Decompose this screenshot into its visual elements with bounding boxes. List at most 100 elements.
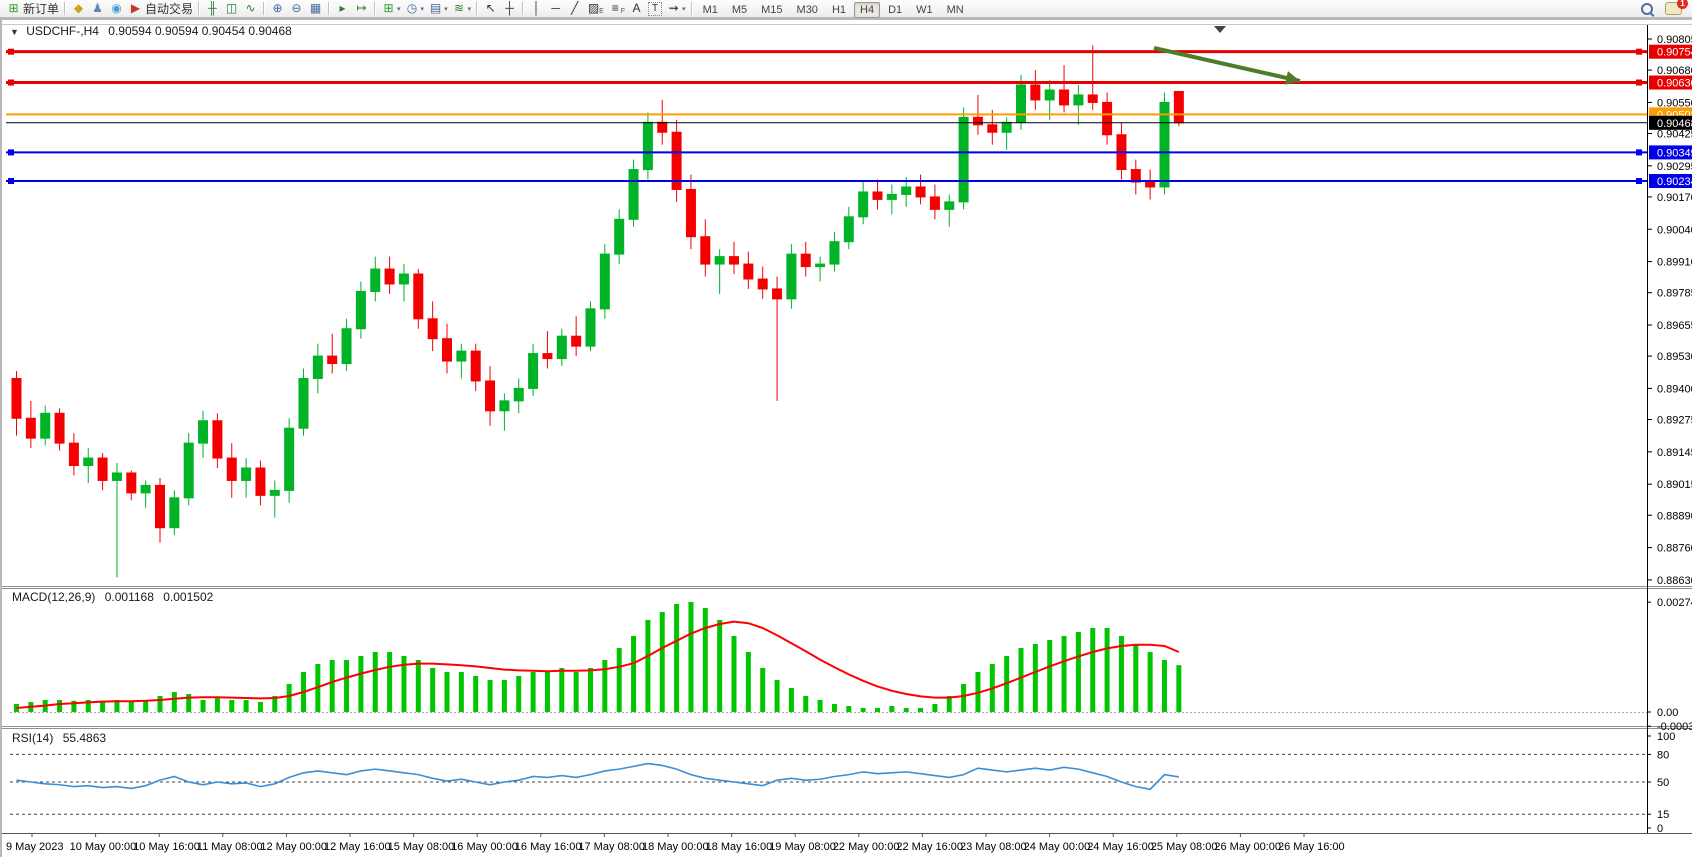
tile-windows-button[interactable]: ▦ — [306, 1, 325, 17]
dropdown-arrow-icon[interactable]: ▾ — [682, 5, 686, 13]
candle-body — [83, 457, 94, 467]
macd-histogram-bar — [544, 672, 550, 712]
candle-body — [470, 350, 481, 382]
bar-chart-button[interactable]: ╫ — [203, 1, 222, 17]
hline-handle-left[interactable] — [8, 178, 14, 185]
hline-handle-right[interactable] — [1636, 149, 1642, 156]
dropdown-arrow-icon[interactable]: ▾ — [420, 5, 425, 13]
hline-handle-left[interactable] — [8, 79, 14, 86]
rsi-tick-label: 80 — [1657, 749, 1669, 761]
equidistant-channel-button[interactable]: ▨ E — [584, 1, 606, 17]
date-label: 12 May 16:00 — [324, 841, 391, 853]
zoom-out-button[interactable]: ⊖ — [287, 1, 306, 17]
trend-arrow-head — [1284, 71, 1300, 85]
cursor-button[interactable]: ↖ — [481, 1, 500, 17]
crosshair-icon: ┼ — [505, 1, 514, 15]
timeframe-button-m5[interactable]: M5 — [731, 3, 748, 16]
macd-histogram-bar — [616, 648, 622, 712]
search-icon[interactable] — [1641, 2, 1653, 15]
chart-shift-marker[interactable] — [1214, 26, 1226, 33]
fibonacci-button[interactable]: ≡ F — [606, 1, 627, 17]
navigator-icon[interactable]: ♟ — [88, 1, 107, 17]
timeframe-button-h1[interactable]: H1 — [831, 3, 846, 16]
timeframe-button-m30[interactable]: M30 — [796, 3, 818, 16]
timeframe-button-m15[interactable]: M15 — [761, 3, 783, 16]
templates-button[interactable]: ▤ ▾ — [426, 1, 450, 17]
horizontal-line-button[interactable]: ─ — [546, 1, 565, 17]
hline-handle-right[interactable] — [1636, 178, 1642, 185]
candle-body — [729, 256, 739, 265]
candle-body — [226, 457, 237, 481]
timeframe-button-w1[interactable]: W1 — [916, 3, 933, 16]
macd-histogram-bar — [1061, 636, 1067, 712]
macd-histogram-bar — [272, 696, 278, 712]
toolbar-right-group: 1 — [1641, 0, 1688, 15]
arrows-object-button[interactable]: ⇝ ▾ — [664, 1, 688, 17]
candle-body — [155, 484, 165, 529]
date-label: 24 May 00:00 — [1024, 841, 1091, 853]
price-tick-label: 0.90805 — [1657, 34, 1692, 46]
arrows-object-icon: ⇝ — [668, 1, 679, 15]
macd-histogram-bar — [1162, 660, 1167, 712]
candle-body — [858, 191, 869, 218]
one-click-collapse-icon[interactable]: ▼ — [10, 27, 19, 37]
hline-handle-right[interactable] — [1636, 79, 1642, 86]
price-badge — [1649, 115, 1692, 130]
macd-histogram-bar — [100, 700, 106, 712]
line-chart-button[interactable]: ∿ — [241, 1, 260, 17]
dropdown-arrow-icon[interactable]: ▾ — [397, 5, 401, 13]
new-chart-button[interactable]: ⊞ ▾ — [379, 1, 403, 17]
trend-arrow[interactable] — [1153, 46, 1301, 83]
candle-body — [1159, 101, 1170, 188]
vertical-line-button[interactable]: │ — [527, 1, 546, 17]
macd-histogram-bar — [817, 700, 823, 712]
candlestick-chart-icon: ◫ — [225, 1, 238, 15]
candle-body — [269, 489, 280, 496]
autotrade-button[interactable]: ▶ 自动交易 — [126, 1, 195, 17]
trendline-button[interactable]: ╱ — [565, 1, 584, 17]
hline-handle-right[interactable] — [1636, 48, 1642, 55]
timeframe-button-h4[interactable]: H4 — [854, 1, 881, 18]
candle-body — [786, 253, 797, 300]
notifications-icon[interactable]: 1 — [1665, 0, 1688, 15]
candlestick-chart-button[interactable]: ◫ — [222, 1, 241, 17]
indicators-button[interactable]: ≋ ▾ — [450, 1, 474, 17]
signals-icon[interactable]: ◉ — [107, 1, 126, 17]
crosshair-button[interactable]: ┼ — [500, 1, 519, 17]
dropdown-arrow-icon[interactable]: ▾ — [467, 5, 472, 13]
text-label-button[interactable]: T — [646, 1, 664, 17]
new-order-button[interactable]: ⊞ 新订单 — [4, 1, 61, 17]
chart-shift-button[interactable]: ↦ — [352, 1, 371, 17]
candle-body — [614, 218, 625, 255]
toolbar-separator — [328, 2, 331, 15]
macd-histogram-bar — [774, 680, 780, 712]
hline-handle-left[interactable] — [8, 149, 14, 156]
market-watch-icon[interactable]: ◆ — [69, 1, 88, 17]
toolbar-separator — [476, 2, 479, 15]
macd-histogram-bar — [85, 700, 91, 712]
candle-body — [312, 355, 323, 379]
auto-scroll-button[interactable]: ▸ — [333, 1, 352, 17]
timeframe-button-d1[interactable]: D1 — [888, 3, 903, 16]
macd-histogram-bar — [257, 702, 263, 712]
hline-handle-left[interactable] — [8, 48, 14, 55]
dropdown-arrow-icon[interactable]: ▾ — [444, 5, 448, 13]
macd-histogram-bar — [286, 684, 292, 712]
timeframe-button-m1[interactable]: M1 — [702, 3, 718, 16]
toolbar-separator — [263, 2, 266, 15]
notification-badge: 1 — [1677, 0, 1688, 9]
candle-body — [714, 256, 725, 265]
macd-histogram-bar — [372, 652, 378, 712]
candle-body — [442, 338, 452, 362]
periods-button[interactable]: ◷ ▾ — [403, 1, 427, 17]
date-label: 22 May 16:00 — [896, 841, 963, 853]
zoom-in-button[interactable]: ⊕ — [268, 1, 287, 17]
timeframe-button-mn[interactable]: MN — [946, 3, 964, 16]
macd-histogram-bar — [918, 708, 924, 712]
text-button[interactable]: A — [627, 1, 646, 17]
candle-body — [169, 497, 180, 529]
